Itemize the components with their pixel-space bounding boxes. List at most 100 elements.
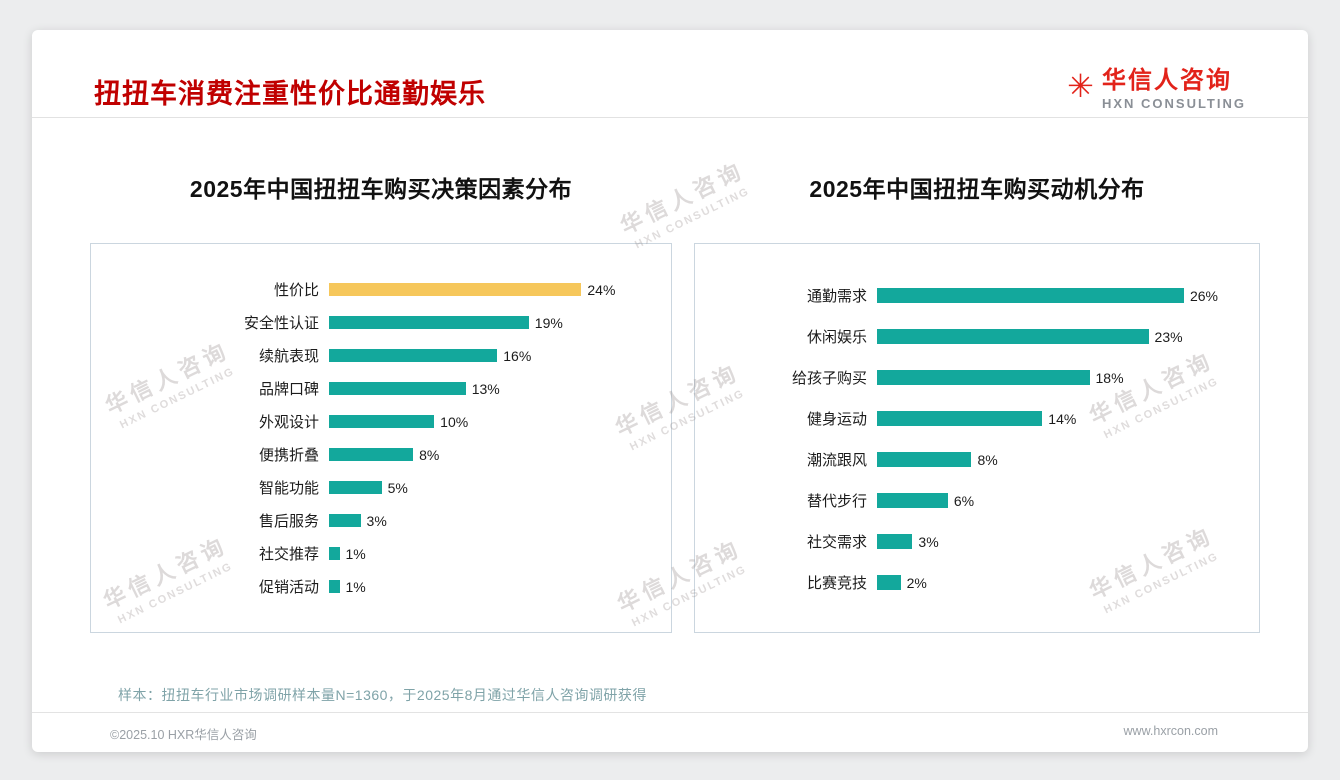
chart-panel-right: 通勤需求 26% 休闲娱乐 23% 给孩子购买 18% 健身运动 14% 潮流跟风 8% 替代步行 6… [694,243,1260,633]
bar-value-label: 23% [1154,328,1183,345]
chart-section-purchase-motives: 2025年中国扭扭车购买动机分布 通勤需求 26% 休闲娱乐 23% 给孩子购买 18% 健… [694,173,1260,633]
chart-title-left: 2025年中国扭扭车购买决策因素分布 [189,176,573,202]
bar-category-label: 健身运动 [806,411,867,428]
bar-row: 安全性认证 19% [103,306,655,339]
logo-name-cn: 华信人咨询 [1101,67,1232,94]
bar-category-label: 通勤需求 [806,288,867,305]
bar [329,316,529,329]
bar-track: 5% [329,480,655,496]
bar-row: 外观设计 10% [103,405,655,438]
bar-row: 性价比 24% [103,273,655,306]
bar-value-label: 24% [587,281,616,298]
bar-track: 1% [329,546,655,562]
bar-row: 智能功能 5% [103,471,655,504]
bar-track: 26% [877,288,1243,304]
bar-track: 24% [329,282,655,298]
bar-category-label: 促销活动 [258,579,319,596]
logo-text: 华信人咨询 HXN CONSULTING [1102,60,1246,111]
bar-row: 休闲娱乐 23% [707,316,1243,357]
bar [877,452,972,467]
bar-track: 6% [877,493,1243,509]
bar-value-label: 19% [534,314,563,331]
bar-track: 19% [329,315,655,331]
bar-value-label: 3% [918,533,939,550]
bar-row: 健身运动 14% [707,398,1243,439]
bar-row: 售后服务 3% [103,504,655,537]
bar-track: 2% [877,575,1243,591]
sample-note: 样本：扭扭车行业市场调研样本量N=1360，于2025年8月通过华信人咨询调研获… [118,687,647,703]
chart-panel-left: 性价比 24% 安全性认证 19% 续航表现 16% 品牌口碑 13% 外观设计 10% 便携折叠 8… [90,243,672,633]
logo-asterisk-icon: ✳ [1067,67,1094,104]
bar-track: 3% [877,534,1243,550]
bar [877,534,913,549]
company-logo: ✳ 华信人咨询 HXN CONSULTING [1067,60,1246,111]
bar [329,415,435,428]
bar-track: 3% [329,513,655,529]
bar-category-label: 给孩子购买 [791,370,867,387]
bar [329,547,340,560]
bar-value-label: 1% [345,578,366,595]
footer: ©2025.10 HXR华信人咨询 www.hxrcon.com [32,712,1308,752]
bar-category-label: 替代步行 [806,493,867,510]
bar [329,382,466,395]
bar-track: 10% [329,414,655,430]
bar-category-label: 社交推荐 [258,546,319,563]
bar-value-label: 16% [503,347,532,364]
bar [329,580,340,593]
bar-track: 14% [877,411,1243,427]
bar-category-label: 智能功能 [258,480,319,497]
bar-category-label: 售后服务 [258,513,319,530]
bar-track: 13% [329,381,655,397]
header: 扭扭车消费注重性价比通勤娱乐 ✳ 华信人咨询 HXN CONSULTING [32,30,1308,118]
bar-track: 8% [877,452,1243,468]
bar [329,349,498,362]
bar-category-label: 续航表现 [258,348,319,365]
bar-track: 1% [329,579,655,595]
bar-value-label: 6% [953,492,975,509]
footer-website: www.hxrcon.com [1123,724,1218,738]
bar-row: 社交推荐 1% [103,537,655,570]
bar-track: 23% [877,329,1243,345]
bar-category-label: 性价比 [273,282,319,299]
bar-category-label: 品牌口碑 [258,381,319,398]
bar-row: 续航表现 16% [103,339,655,372]
bar [877,288,1184,303]
bar-row: 替代步行 6% [707,480,1243,521]
bar [877,370,1090,385]
bar-category-label: 社交需求 [806,534,867,551]
charts-row: 2025年中国扭扭车购买决策因素分布 性价比 24% 安全性认证 19% 续航表现 16%… [90,173,1260,633]
chart-section-decision-factors: 2025年中国扭扭车购买决策因素分布 性价比 24% 安全性认证 19% 续航表现 16%… [90,173,672,633]
bar-row: 通勤需求 26% [707,275,1243,316]
bar [329,283,582,296]
bar-track: 8% [329,447,655,463]
bar-category-label: 潮流跟风 [806,452,867,469]
bar-row: 促销活动 1% [103,570,655,603]
bar-category-label: 安全性认证 [243,315,319,332]
bar [329,481,382,494]
logo-name-en: HXN CONSULTING [1101,96,1246,111]
bar-row: 潮流跟风 8% [707,439,1243,480]
bar-track: 18% [877,370,1243,386]
bar-track: 16% [329,348,655,364]
bar-value-label: 1% [345,545,366,562]
bar [877,329,1149,344]
bar-value-label: 18% [1095,369,1124,386]
bar-category-label: 休闲娱乐 [806,329,867,346]
page-title: 扭扭车消费注重性价比通勤娱乐 [94,79,486,109]
bar-value-label: 13% [471,380,500,397]
bar-category-label: 便携折叠 [258,447,319,464]
bar-value-label: 8% [977,451,998,468]
bar-value-label: 5% [387,479,408,496]
bar-row: 便携折叠 8% [103,438,655,471]
bar-row: 品牌口碑 13% [103,372,655,405]
report-card: 扭扭车消费注重性价比通勤娱乐 ✳ 华信人咨询 HXN CONSULTING 20… [32,30,1308,752]
bar-value-label: 26% [1189,287,1218,304]
bar-value-label: 10% [440,413,469,430]
bar-value-label: 14% [1048,410,1077,427]
bar [329,514,361,527]
bar-category-label: 比赛竞技 [806,575,867,592]
bar-value-label: 2% [906,574,927,591]
bar-row: 给孩子购买 18% [707,357,1243,398]
bar-category-label: 外观设计 [258,414,319,431]
